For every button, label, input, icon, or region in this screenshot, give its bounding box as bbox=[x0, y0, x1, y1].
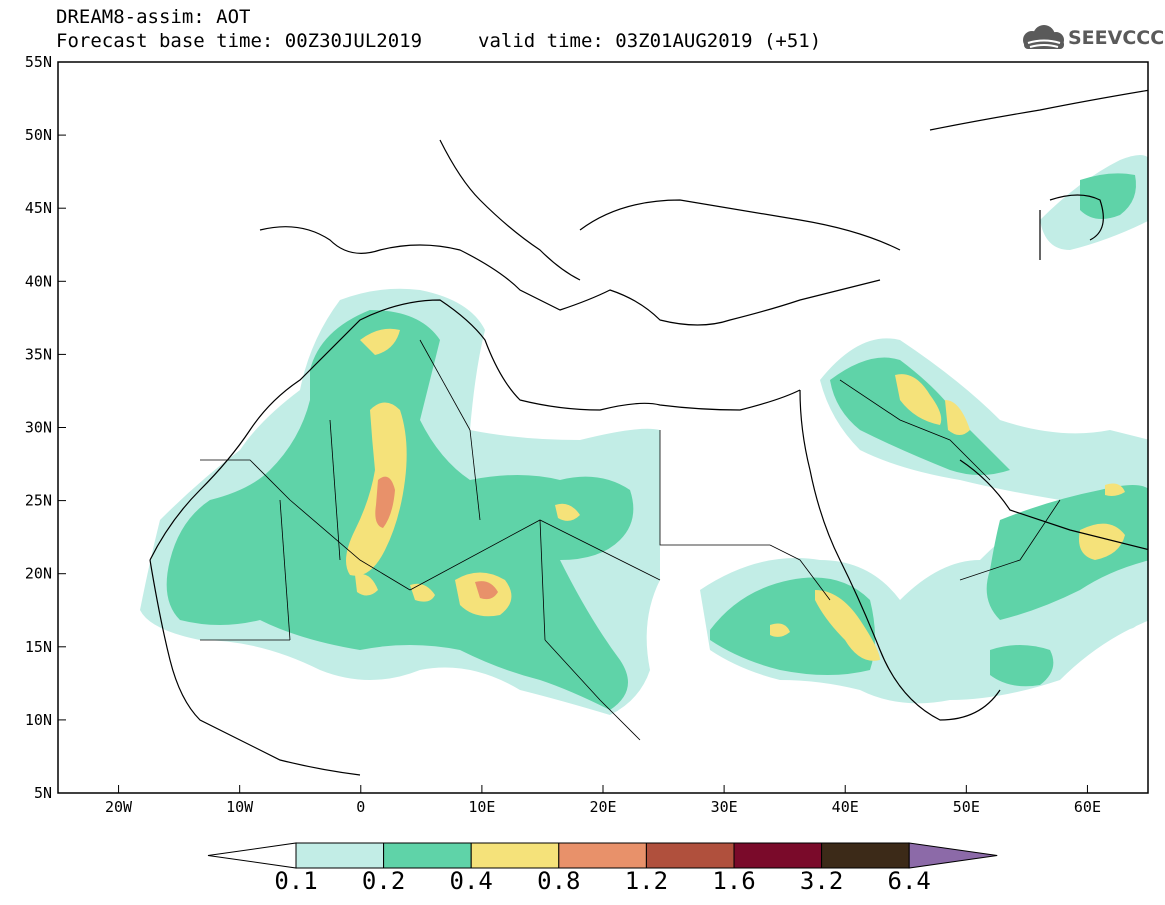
lat-label: 40N bbox=[25, 272, 52, 290]
scale-bin bbox=[470, 842, 560, 869]
scale-label: 0.8 bbox=[537, 867, 581, 895]
scale-bin bbox=[645, 842, 735, 869]
scale-bin bbox=[821, 842, 910, 869]
lat-label: 15N bbox=[25, 638, 52, 656]
lat-label: 45N bbox=[25, 199, 52, 217]
scale-bin bbox=[558, 842, 647, 869]
lon-label: 10E bbox=[468, 798, 495, 816]
map-title: DREAM8-assim: AOT bbox=[56, 6, 251, 28]
lon-label: 60E bbox=[1074, 798, 1101, 816]
scale-arrow-low bbox=[207, 842, 297, 869]
scale-label: 0.1 bbox=[274, 867, 318, 895]
scale-label: 0.4 bbox=[449, 867, 493, 895]
scale-bin bbox=[733, 842, 823, 869]
cloud-icon bbox=[1023, 25, 1064, 49]
forecast-base-time: Forecast base time: 00Z30JUL2019 bbox=[56, 30, 423, 52]
scale-label: 1.2 bbox=[624, 867, 669, 895]
country-borders bbox=[200, 339, 1061, 741]
lon-axis: 20W 10W 0 10E 20E 30E 40E 50E 60E bbox=[105, 785, 1101, 816]
lon-label: 50E bbox=[953, 798, 980, 816]
lon-label: 20W bbox=[105, 798, 133, 816]
scale-label: 6.4 bbox=[887, 867, 931, 895]
lat-label: 25N bbox=[25, 492, 52, 510]
lat-label: 50N bbox=[25, 126, 52, 144]
scale-bin bbox=[295, 842, 385, 869]
scale-arrow-high bbox=[908, 842, 998, 869]
scale-label: 0.2 bbox=[361, 867, 406, 895]
scale-label: 3.2 bbox=[799, 867, 844, 895]
lat-label: 35N bbox=[25, 345, 52, 363]
scale-label: 1.6 bbox=[712, 867, 756, 895]
aot-layer-0.4 bbox=[346, 328, 1125, 661]
lat-axis: 5N 10N 15N 20N 25N 30N 35N 40N 45N 50N 55N bbox=[25, 53, 66, 802]
lat-label: 55N bbox=[25, 53, 52, 71]
scale-bin bbox=[383, 842, 472, 869]
lon-label: 0 bbox=[356, 798, 365, 816]
lat-label: 30N bbox=[25, 419, 52, 437]
lon-label: 10W bbox=[226, 798, 254, 816]
valid-time: valid time: 03Z01AUG2019 (+51) bbox=[478, 30, 822, 52]
lon-label: 20E bbox=[589, 798, 616, 816]
lat-label: 10N bbox=[25, 711, 52, 729]
lat-label: 5N bbox=[34, 784, 52, 802]
coastlines bbox=[149, 89, 1148, 776]
lon-label: 40E bbox=[832, 798, 859, 816]
logo-text: SEEVCCC bbox=[1068, 27, 1165, 49]
lat-label: 20N bbox=[25, 565, 52, 583]
lon-label: 30E bbox=[711, 798, 738, 816]
aot-layer-0.8 bbox=[375, 476, 498, 600]
